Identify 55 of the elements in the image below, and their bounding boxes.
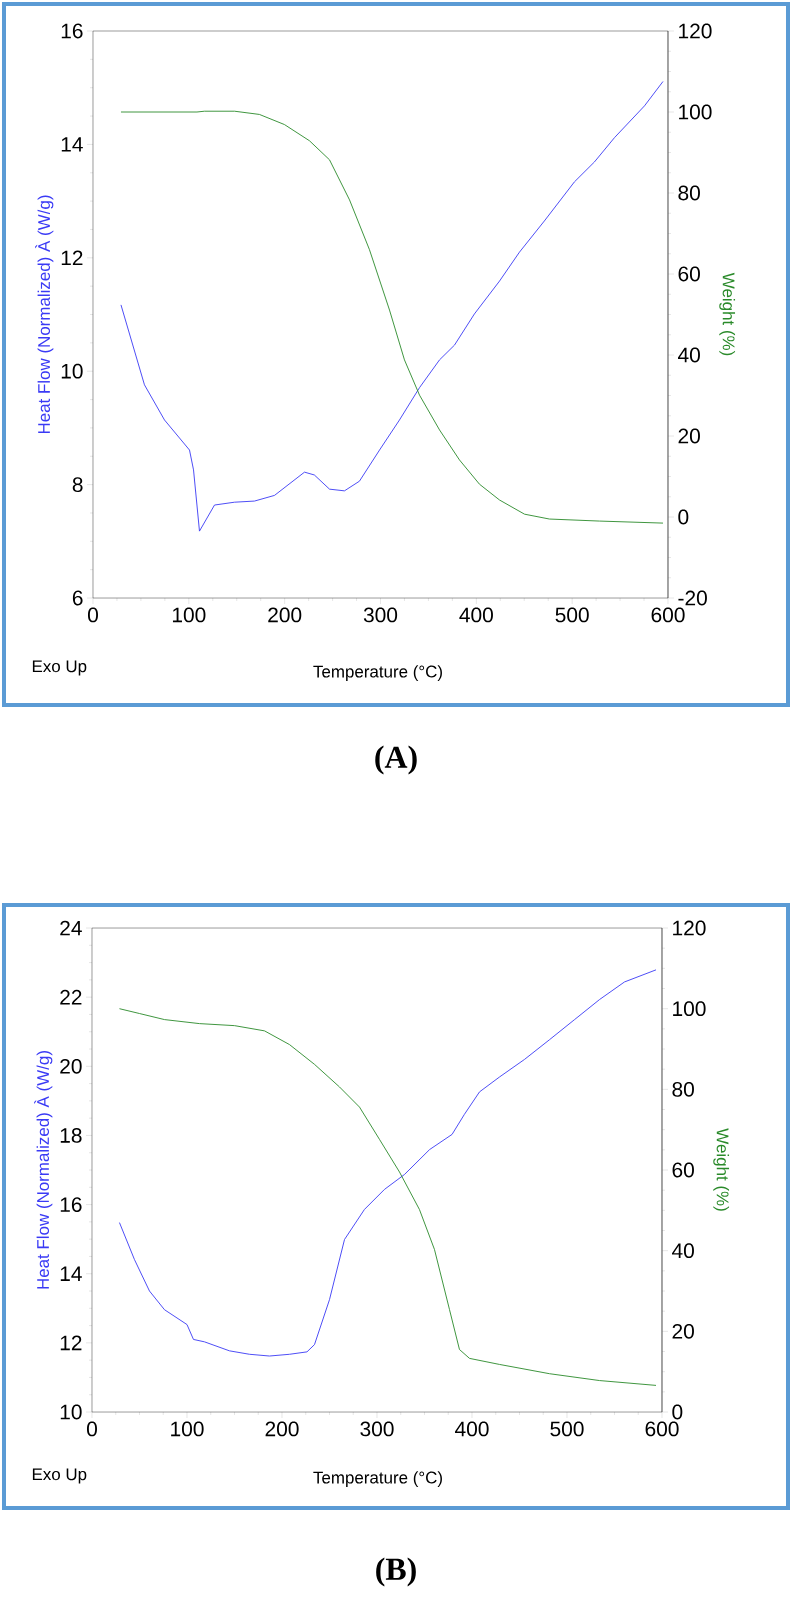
y2-tick-label: 80: [672, 1081, 694, 1097]
y-tick-label: 8: [72, 477, 83, 493]
y-tick-label: 10: [61, 363, 83, 379]
x-tick-label: 0: [86, 1421, 97, 1437]
y2-tick-label: 40: [678, 347, 700, 363]
y2-tick-label: 120: [673, 920, 706, 936]
y-tick-label: 14: [61, 137, 83, 152]
y-tick-label: 16: [60, 1197, 82, 1212]
y-tick-label: 10: [60, 1404, 82, 1420]
y2-axis-title: Weight (%): [713, 1128, 730, 1211]
y2-tick-label: -20: [678, 590, 707, 606]
x-tick-label: 200: [268, 607, 302, 623]
y2-tick-label: 120: [679, 23, 712, 39]
y-axis-title: Heat Flow (Normalized) À (W/g): [35, 195, 54, 434]
y2-tick-label: 60: [672, 1162, 694, 1178]
x-tick-label: 200: [265, 1421, 299, 1437]
y2-tick-label: 40: [672, 1243, 694, 1259]
line-series: [119, 969, 657, 1357]
y2-tick-label: 100: [679, 104, 712, 120]
y-tick-label: 16: [61, 23, 83, 39]
y-tick-label: 6: [72, 590, 83, 606]
text: Exo Up: [32, 660, 87, 676]
text: (A): [375, 745, 417, 775]
x-tick-label: 400: [459, 607, 493, 623]
line-series: [119, 1008, 657, 1386]
y-tick-label: 18: [60, 1128, 82, 1143]
y-tick-label: 22: [60, 989, 82, 1005]
y2-tick-label: 20: [678, 428, 700, 444]
y2-axis-title: Weight (%): [719, 272, 736, 356]
y-axis-title: Heat Flow (Normalized) À (W/g): [34, 1051, 53, 1289]
y-tick-label: 20: [60, 1058, 82, 1074]
x-tick-label: 400: [455, 1421, 489, 1437]
y2-tick-label: 60: [678, 266, 700, 282]
x-axis-title: Temperature (°C): [313, 1471, 442, 1487]
y-tick-label: 24: [60, 920, 82, 936]
x-tick-label: 300: [363, 607, 398, 623]
x-tick-label: 600: [645, 1421, 679, 1437]
y2-tick-label: 0: [678, 509, 689, 525]
x-tick-label: 100: [172, 607, 206, 623]
y-tick-label: 14: [60, 1266, 82, 1281]
x-tick-label: 600: [651, 607, 685, 623]
y2-tick-label: 0: [672, 1404, 683, 1420]
y-tick-label: 12: [61, 250, 83, 266]
x-tick-label: 500: [550, 1421, 584, 1437]
text: (B): [376, 1557, 416, 1587]
x-axis-title: Temperature (°C): [313, 665, 442, 681]
y2-tick-label: 100: [673, 1001, 706, 1017]
x-tick-label: 0: [87, 607, 98, 623]
x-tick-label: 100: [171, 1421, 204, 1437]
y-tick-label: 12: [60, 1335, 82, 1351]
x-tick-label: 300: [360, 1421, 394, 1437]
x-tick-label: 500: [555, 607, 589, 623]
y2-tick-label: 80: [678, 185, 700, 201]
text: Exo Up: [32, 1468, 87, 1484]
y2-tick-label: 20: [672, 1323, 694, 1339]
